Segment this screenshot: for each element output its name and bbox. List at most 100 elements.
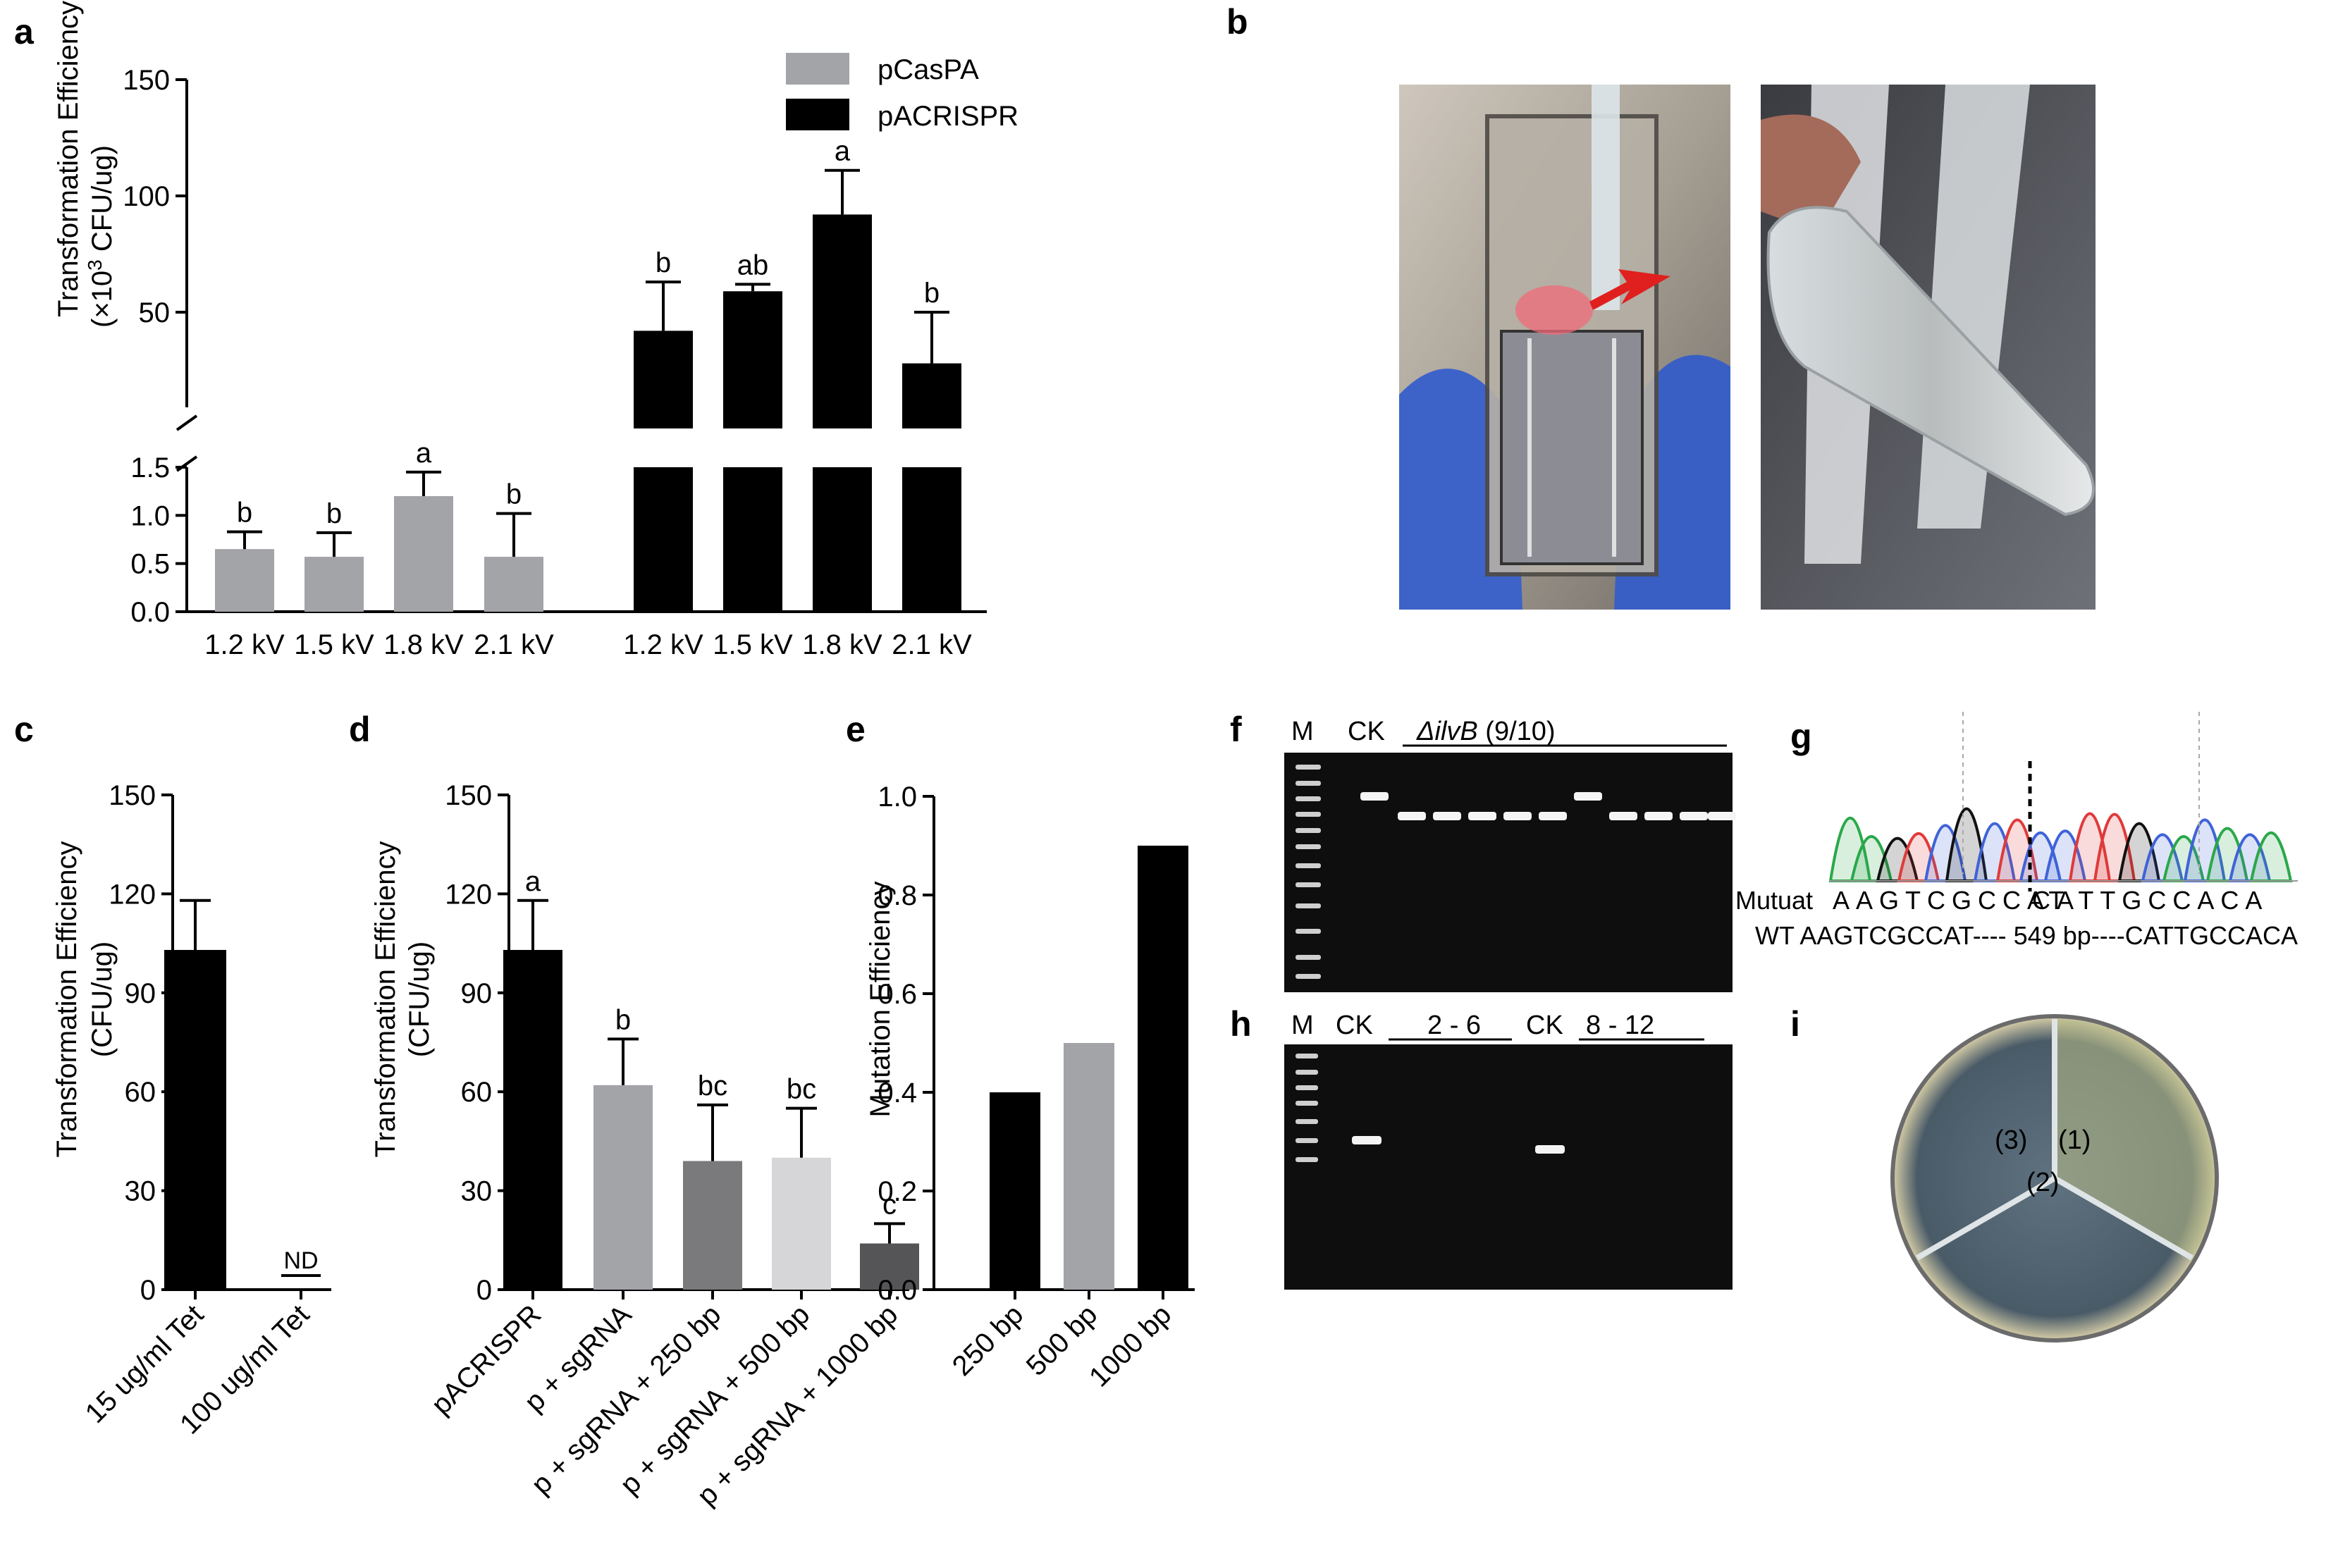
chromatogram-peak bbox=[1973, 822, 2017, 882]
sector-label-1: (1) bbox=[2058, 1125, 2091, 1155]
gel-h-bands bbox=[1296, 1054, 1565, 1162]
pipette-tip bbox=[1592, 85, 1620, 310]
a-bar-lower bbox=[902, 467, 961, 612]
cuvette-window bbox=[1500, 330, 1644, 565]
a-bar bbox=[902, 363, 961, 428]
finger-shape bbox=[1761, 114, 1861, 233]
a-lower-tick-label: 0.0 bbox=[130, 597, 170, 628]
wt-sequence: WT AAGTCGCCAT---- 549 bp----CATTGCCACA bbox=[1755, 921, 2298, 950]
d-bar bbox=[860, 1243, 919, 1290]
panel-label-b: b bbox=[1226, 2, 1248, 42]
c-y-tick-label: 120 bbox=[109, 879, 156, 910]
chromatogram-peak bbox=[2205, 827, 2249, 882]
chart-panel-d: Transformation Efficiency (CFU/ug) 0 30 60… bbox=[370, 780, 919, 1512]
gel-f-ladder-band bbox=[1296, 929, 1321, 934]
a-bar bbox=[215, 549, 274, 612]
gel-f-ladder-band bbox=[1296, 765, 1321, 770]
gel-panel-f: M CK ΔilvB (9/10) bbox=[1284, 717, 1736, 992]
gel-f-ladder-band bbox=[1296, 974, 1321, 979]
sector-label-2: (2) bbox=[2026, 1168, 2059, 1197]
tube-shape bbox=[1766, 206, 2095, 517]
a-x-tick-label: 1.2 kV bbox=[204, 629, 285, 660]
panel-label-c: c bbox=[14, 710, 34, 749]
gel-f-ladder-band bbox=[1296, 955, 1321, 960]
a-sig-letter: b bbox=[656, 247, 671, 278]
chromatogram-peak bbox=[1945, 807, 1988, 882]
a-ylabel-line1: Transformation Efficiency bbox=[53, 1, 84, 317]
e-y-tick-label: 0.0 bbox=[878, 1275, 917, 1306]
gel-f-title: ΔilvB (9/10) bbox=[1416, 717, 1556, 746]
gel-h-group2: 8 - 12 bbox=[1586, 1011, 1654, 1040]
chromatogram-peak bbox=[2162, 835, 2205, 882]
d-y-tick-label: 120 bbox=[445, 879, 492, 910]
c-nd-label: ND bbox=[283, 1247, 318, 1274]
chromatogram-peak bbox=[1995, 818, 2039, 882]
a-sig-letter: a bbox=[416, 438, 432, 469]
d-ylabel-line1: Transformation Efficiency bbox=[370, 841, 401, 1157]
gel-f-image bbox=[1284, 753, 1733, 992]
gel-f-band bbox=[1644, 812, 1673, 820]
a-sig-letter: a bbox=[835, 136, 851, 167]
a-sig-letter: b bbox=[924, 278, 940, 309]
mutant-label: Mutuat bbox=[1735, 886, 1813, 915]
gel-h-ladder-band bbox=[1296, 1138, 1318, 1143]
d-y-tick-label: 0 bbox=[476, 1275, 492, 1306]
gel-h-ladder-band bbox=[1296, 1119, 1318, 1124]
e-bar bbox=[1064, 1043, 1114, 1290]
gel-h-ladder-band bbox=[1296, 1054, 1318, 1058]
chromatogram-peaks bbox=[1828, 807, 2298, 882]
panel-label-a: a bbox=[14, 12, 35, 51]
a-lower-tick-label: 1.0 bbox=[130, 500, 170, 531]
chart-panel-c: Transformation Efficiency (CFU/ug) 0 30 60… bbox=[51, 780, 331, 1440]
chromatogram-peak bbox=[2117, 822, 2161, 882]
panel-label-e: e bbox=[846, 710, 866, 749]
gel-h-group1: 2 - 6 bbox=[1427, 1011, 1481, 1040]
sector-label-3: (3) bbox=[1995, 1125, 2027, 1155]
c-y-tick-label: 60 bbox=[125, 1077, 156, 1108]
a-legend-label-pacrispr: pACRISPR bbox=[878, 101, 1019, 132]
a-bar bbox=[813, 214, 872, 428]
a-x-tick-label: 1.5 kV bbox=[713, 629, 793, 660]
a-legend: pCasPA pACRISPR bbox=[786, 53, 1019, 132]
a-legend-label-pcaspa: pCasPA bbox=[878, 54, 979, 85]
gel-f-band bbox=[1708, 812, 1736, 820]
a-legend-swatch-pcaspa bbox=[786, 53, 849, 85]
a-bar bbox=[723, 291, 782, 428]
gel-h-ladder-band bbox=[1296, 1070, 1318, 1075]
a-upper-tick-label: 50 bbox=[139, 297, 171, 328]
c-y-tick-label: 0 bbox=[140, 1275, 156, 1306]
d-y-tick-label: 30 bbox=[461, 1176, 493, 1207]
gel-h-lane-ck1: CK bbox=[1336, 1011, 1373, 1040]
a-lower-tick-label: 1.5 bbox=[130, 452, 170, 483]
d-y-tick-label: 60 bbox=[461, 1077, 493, 1108]
gel-h-image bbox=[1284, 1044, 1733, 1290]
gel-panel-h: M CK 2 - 6 CK 8 - 12 bbox=[1284, 1011, 1733, 1290]
chromatogram-peak bbox=[1924, 824, 1967, 882]
chromatogram-peak bbox=[2249, 832, 2293, 882]
gel-f-ladder-band bbox=[1296, 863, 1321, 868]
gel-h-ladder-band bbox=[1296, 1101, 1318, 1106]
gel-f-band bbox=[1609, 812, 1637, 820]
c-bar bbox=[164, 949, 226, 1290]
panel-label-f: f bbox=[1230, 710, 1242, 749]
gel-f-band bbox=[1574, 792, 1602, 801]
gel-h-ladder-band bbox=[1296, 1157, 1318, 1162]
gel-f-ladder-band bbox=[1296, 903, 1321, 908]
e-y-tick-label: 0.6 bbox=[878, 979, 917, 1010]
gel-f-ladder-band bbox=[1296, 781, 1321, 786]
a-axes: 0.0 0.5 1.0 1.5 50 100 150 bbox=[123, 65, 987, 628]
e-x-tick-label: 1000 bp bbox=[1083, 1299, 1177, 1393]
d-y-tick-label: 150 bbox=[445, 780, 492, 811]
e-bar bbox=[1138, 846, 1188, 1290]
d-sig-letter: bc bbox=[698, 1070, 727, 1101]
gel-f-band bbox=[1360, 792, 1389, 801]
d-bar bbox=[772, 1157, 831, 1290]
gel-f-ladder-band bbox=[1296, 844, 1321, 849]
gel-h-ladder-band bbox=[1296, 1085, 1318, 1090]
mutant-sequence: AAGTCGCCAT bbox=[1833, 886, 2070, 915]
divider bbox=[1915, 1175, 2057, 1261]
c-ylabel-line1: Transformation Efficiency bbox=[51, 841, 82, 1157]
gel-f-bands bbox=[1296, 765, 1736, 979]
